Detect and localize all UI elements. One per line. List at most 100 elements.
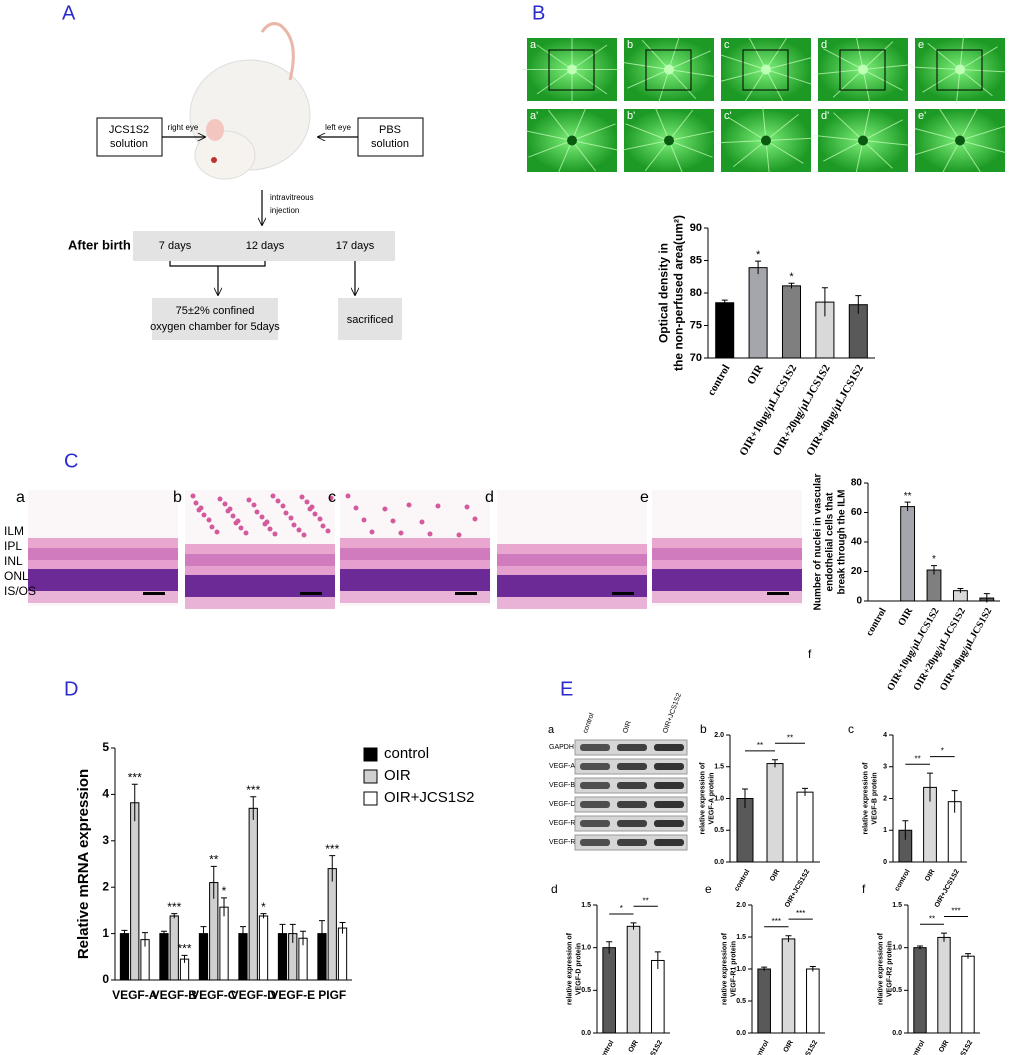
significance: ** (209, 852, 219, 866)
optic-disc (567, 64, 577, 75)
image-label: e' (918, 110, 926, 122)
y-axis-label: Number of nuclei in vascular (813, 474, 824, 611)
y-tick-label: 90 (690, 222, 702, 234)
cell (288, 515, 294, 521)
image-label: b (173, 489, 182, 506)
significance: ** (915, 754, 921, 763)
cell (317, 516, 323, 522)
error-bar (904, 501, 911, 512)
y-tick-label: 3 (102, 833, 109, 847)
error-bar (221, 897, 228, 917)
panel-label: E (560, 678, 573, 700)
error-bar (821, 287, 828, 317)
vessel (668, 35, 681, 70)
cell (472, 516, 478, 522)
vessel (939, 108, 961, 141)
y-tick-label: 0.5 (892, 987, 902, 994)
y-axis-label: VEGF-B protein (872, 772, 879, 824)
cell (464, 504, 470, 510)
scale-bar (300, 592, 322, 595)
x-tick-label: OIR+JCS1S2 (784, 868, 811, 908)
cell (190, 493, 196, 499)
retina-layer (497, 597, 647, 609)
vessel (621, 140, 670, 151)
vessel (832, 69, 864, 98)
error-bar (250, 796, 257, 820)
vessel (762, 105, 767, 141)
optic-disc (858, 135, 868, 146)
blot-row: GAPDH (549, 744, 574, 751)
x-tick-label: OIR+JCS1S2 (934, 868, 961, 908)
y-axis-label: Optical density in (657, 243, 671, 343)
vessel (862, 69, 903, 91)
y-tick-label: 1 (102, 926, 109, 940)
cell (435, 503, 441, 509)
vessel (959, 125, 1006, 141)
x-tick-label: OIR (783, 1039, 795, 1053)
error-bar (809, 965, 816, 972)
bar (766, 763, 784, 863)
scale-bar (767, 592, 789, 595)
y-tick-label: 75 (690, 319, 702, 331)
panel-label: C (64, 450, 78, 472)
error-bar (788, 282, 795, 289)
error-bar (917, 945, 923, 950)
y-tick-label: 1.5 (714, 764, 724, 771)
panel-label: A (62, 2, 76, 24)
error-bar (761, 966, 768, 971)
vessel (765, 137, 816, 141)
vessel (668, 50, 711, 70)
blot-band (654, 820, 684, 827)
vessel (728, 117, 767, 141)
image-label: d (821, 39, 827, 51)
y-tick-label: 2.0 (714, 732, 724, 739)
image-label: d (485, 489, 494, 506)
cell (262, 521, 268, 527)
y-axis-label: endothelial cells that (825, 492, 836, 592)
box-text: sacrificed (347, 314, 393, 326)
vessel (744, 69, 767, 102)
y-tick-label: 2 (102, 879, 109, 893)
bar (757, 968, 771, 1034)
error-bar (654, 951, 661, 969)
cell (206, 517, 212, 523)
bar (258, 915, 269, 981)
vessel (927, 42, 961, 70)
x-tick-label: control (598, 1039, 616, 1055)
zoom-box (742, 49, 789, 91)
cell (304, 499, 310, 505)
vessel (862, 69, 871, 104)
retina-layer (340, 569, 490, 591)
vessel (765, 69, 812, 85)
image-label: e (918, 39, 924, 51)
cell (427, 531, 433, 537)
vessel (765, 140, 770, 176)
x-tick-label: OIR+40μg/μLJCS1S2 (938, 606, 994, 693)
scale-bar (455, 592, 477, 595)
x-tick-label: OIR (628, 1039, 640, 1053)
optic-disc (858, 64, 868, 75)
retina-layer (652, 548, 802, 560)
cell (233, 520, 239, 526)
retina-layer (652, 538, 802, 548)
vessel (813, 69, 864, 75)
vessel (571, 69, 608, 95)
bar (602, 947, 616, 1034)
cell (209, 524, 215, 530)
cell (196, 507, 202, 513)
bar (781, 938, 796, 1034)
cell (291, 522, 297, 528)
panel-label: D (64, 678, 78, 700)
vessel (862, 41, 894, 70)
box-text: solution (371, 138, 409, 150)
image-label: c' (724, 110, 732, 122)
y-axis-label: relative expression of (863, 762, 870, 835)
box (152, 298, 278, 340)
blot-column: OIR+JCS1S2 (662, 692, 683, 734)
optic-disc (761, 135, 771, 146)
image-label: a (16, 489, 25, 506)
cell (270, 493, 276, 499)
blot-row: VEGF-D (549, 801, 575, 808)
vessel (813, 134, 864, 141)
vessel (959, 107, 978, 141)
